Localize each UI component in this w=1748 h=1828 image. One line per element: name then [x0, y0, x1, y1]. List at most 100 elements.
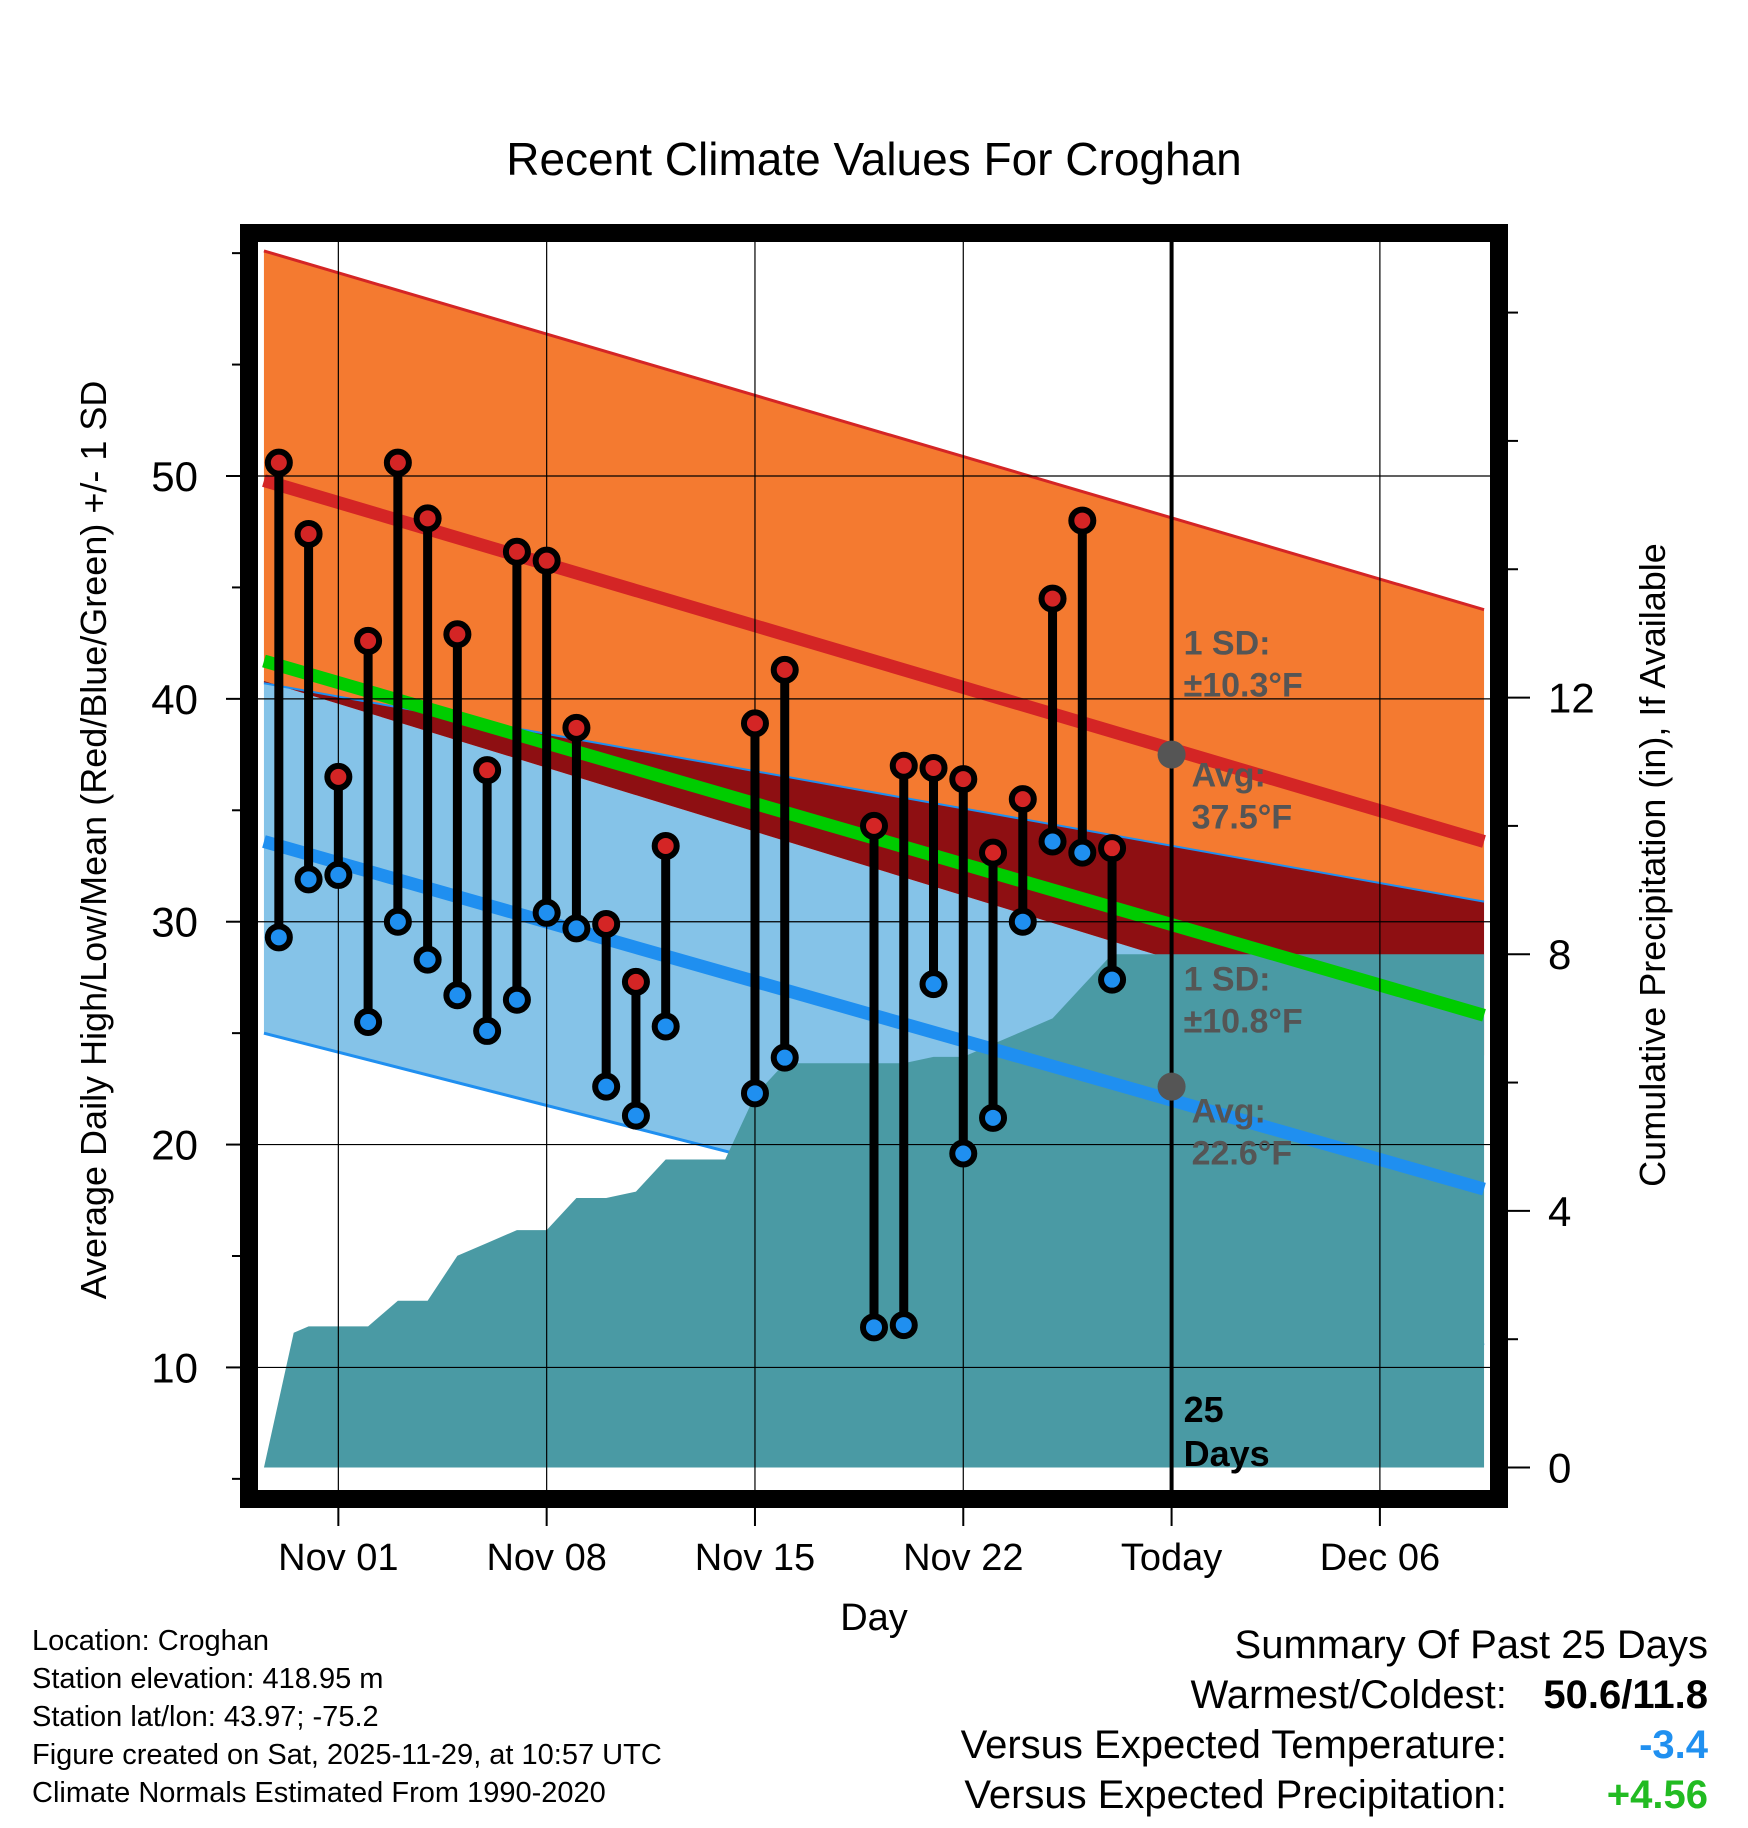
low-point [383, 907, 412, 936]
avg-low-value: 22.6°F [1192, 1135, 1293, 1173]
low-point [651, 1012, 680, 1041]
chart-title: Recent Climate Values For Croghan [506, 133, 1241, 185]
days-label: Days [1184, 1433, 1270, 1474]
elevation-text: Station elevation: 418.95 m [32, 1663, 384, 1695]
high-point [889, 751, 918, 780]
summary-warm-cold: Warmest/Coldest: 50.6/11.8 [961, 1670, 1709, 1720]
y2-tick-label: 4 [1548, 1188, 1571, 1235]
low-point [1008, 907, 1037, 936]
low-point [592, 1072, 621, 1101]
low-point [562, 914, 591, 943]
low-point [294, 865, 323, 894]
low-point [443, 981, 472, 1010]
today-avg-low-marker [1157, 1072, 1186, 1101]
high-point [473, 756, 502, 785]
low-point [473, 1016, 502, 1045]
y2-tick-label: 0 [1548, 1445, 1571, 1492]
location-text: Location: Croghan [32, 1625, 269, 1657]
y-tick-label: 20 [151, 1122, 198, 1169]
precip-diff-label: Versus Expected Precipitation: [964, 1773, 1507, 1817]
plot-content: 1 SD: ±10.3°F Avg: 37.5°F 1 SD: ±10.8°F Avg: 22… [258, 242, 1490, 1490]
high-point [1068, 506, 1097, 535]
sd-low-value: ±10.8°F [1184, 1003, 1303, 1041]
high-point [979, 838, 1008, 867]
high-point [860, 811, 888, 840]
high-point [919, 753, 948, 782]
low-point [621, 1101, 650, 1130]
y-tick-label: 40 [151, 676, 198, 723]
low-point [889, 1311, 918, 1340]
sd-high-label: 1 SD: [1184, 625, 1271, 663]
low-point [919, 970, 948, 999]
sd-high-value: ±10.3°F [1184, 667, 1303, 705]
created-text: Figure created on Sat, 2025-11-29, at 10… [32, 1739, 662, 1771]
low-point [413, 945, 442, 974]
high-point [413, 504, 442, 533]
y-tick-label: 10 [151, 1344, 198, 1391]
low-point [1068, 838, 1097, 867]
low-point [324, 860, 353, 889]
avg-high-label: Avg: [1192, 757, 1266, 795]
high-point [621, 967, 650, 996]
low-point [740, 1079, 769, 1108]
today-avg-high-marker [1157, 740, 1186, 769]
high-sd-band [263, 250, 1485, 902]
avg-high-value: 37.5°F [1192, 799, 1293, 837]
low-point [979, 1103, 1008, 1132]
low-point [860, 1313, 888, 1342]
high-point [770, 655, 799, 684]
x-tick-label: Nov 22 [903, 1537, 1023, 1579]
summary-title: Summary Of Past 25 Days [1234, 1623, 1708, 1667]
high-point [651, 831, 680, 860]
high-point [532, 546, 561, 575]
y2-tick-label: 8 [1548, 931, 1571, 978]
low-point [1098, 965, 1127, 994]
warm-cold-value: 50.6/11.8 [1543, 1673, 1708, 1717]
y-axis-label: Average Daily High/Low/Mean (Red/Blue/Gr… [73, 381, 114, 1300]
high-point [740, 709, 769, 738]
x-tick-label: Dec 06 [1320, 1537, 1440, 1579]
station-info: Location: Croghan Station elevation: 418… [32, 1622, 662, 1812]
low-point [770, 1043, 799, 1072]
x-tick-label: Today [1121, 1537, 1222, 1579]
y2-axis-label: Cumulative Precipitation (in), If Availa… [1632, 543, 1673, 1187]
high-point [1098, 834, 1127, 863]
precip-diff-value: +4.56 [1606, 1773, 1708, 1817]
temp-diff-value: -3.4 [1639, 1723, 1708, 1767]
high-point [1038, 584, 1067, 613]
warm-cold-label: Warmest/Coldest: [1190, 1673, 1507, 1717]
high-point [294, 519, 323, 548]
x-tick-label: Nov 15 [695, 1537, 815, 1579]
low-point [949, 1139, 978, 1168]
normal-high-line [262, 474, 1486, 848]
high-point [443, 620, 472, 649]
low-point [1038, 827, 1067, 856]
latlon-text: Station lat/lon: 43.97; -75.2 [32, 1701, 379, 1733]
low-point [354, 1008, 383, 1036]
high-upper-line [263, 249, 1485, 612]
summary-panel: Summary Of Past 25 Days Warmest/Coldest:… [961, 1620, 1708, 1820]
days-count: 25 [1184, 1389, 1224, 1430]
high-point [383, 448, 412, 477]
x-tick-label: Nov 01 [278, 1537, 398, 1579]
normals-text: Climate Normals Estimated From 1990-2020 [32, 1777, 606, 1809]
sd-low-label: 1 SD: [1184, 961, 1271, 999]
high-point [354, 626, 383, 655]
y-tick-label: 50 [151, 453, 198, 500]
x-axis-label: Day [840, 1597, 908, 1639]
high-point [264, 448, 293, 477]
low-point [502, 985, 531, 1014]
x-tick-label: Nov 08 [486, 1537, 606, 1579]
high-point [324, 762, 353, 791]
y2-tick-label: 12 [1548, 675, 1595, 722]
low-point [532, 898, 561, 927]
summary-temp: Versus Expected Temperature: -3.4 [961, 1720, 1708, 1770]
high-point [592, 909, 621, 938]
temp-diff-label: Versus Expected Temperature: [960, 1723, 1507, 1767]
high-point [1008, 785, 1037, 814]
summary-precip: Versus Expected Precipitation: +4.56 [961, 1770, 1708, 1820]
high-point [562, 713, 591, 742]
low-point [264, 923, 293, 952]
high-point [949, 765, 978, 794]
